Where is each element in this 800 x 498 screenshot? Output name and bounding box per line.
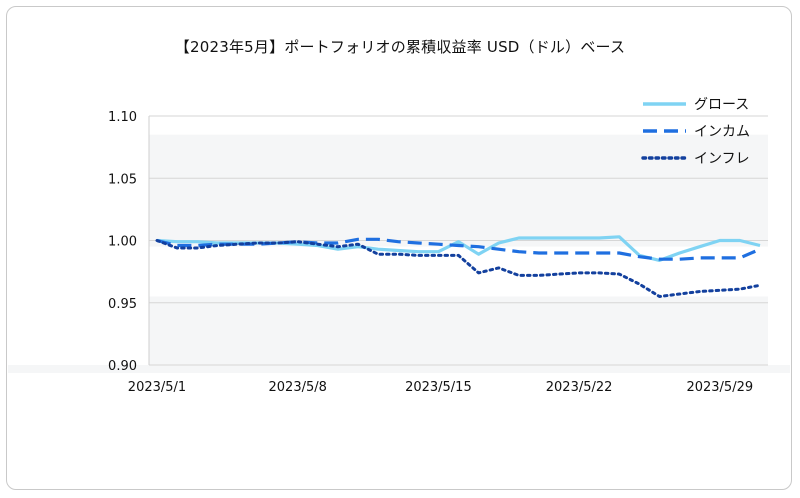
legend-label-2: インフレ: [694, 151, 750, 167]
legend-label-1: インカム: [694, 124, 750, 140]
y-tick-label: 1.05: [108, 172, 137, 187]
plot-background: [8, 134, 790, 373]
chart-title: 【2023年5月】ポートフォリオの累積収益率 USD（ドル）ベース: [174, 38, 626, 56]
legend-label-0: グロース: [694, 97, 749, 113]
x-tick-label: 2023/5/29: [686, 380, 753, 395]
plot-band: [8, 365, 790, 373]
plot-band: [149, 296, 768, 365]
series-lines: [155, 235, 762, 298]
y-tick-label: 1.10: [108, 110, 137, 125]
series-line-2: [155, 239, 762, 298]
x-tick-label: 2023/5/1: [128, 380, 186, 395]
y-tick-label: 0.90: [108, 359, 137, 374]
series-line-1: [156, 237, 761, 261]
y-tick-label: 1.00: [108, 235, 137, 250]
y-tick-label: 0.95: [108, 297, 137, 312]
axes: 1.10 1.05 1.00 0.95 0.90 2023/5/1 2023/5/8 2023…: [108, 110, 753, 395]
x-tick-label: 2023/5/15: [405, 380, 472, 395]
x-tick-label: 2023/5/22: [546, 380, 613, 395]
x-tick-label: 2023/5/8: [269, 380, 327, 395]
plot-band: [149, 134, 768, 247]
